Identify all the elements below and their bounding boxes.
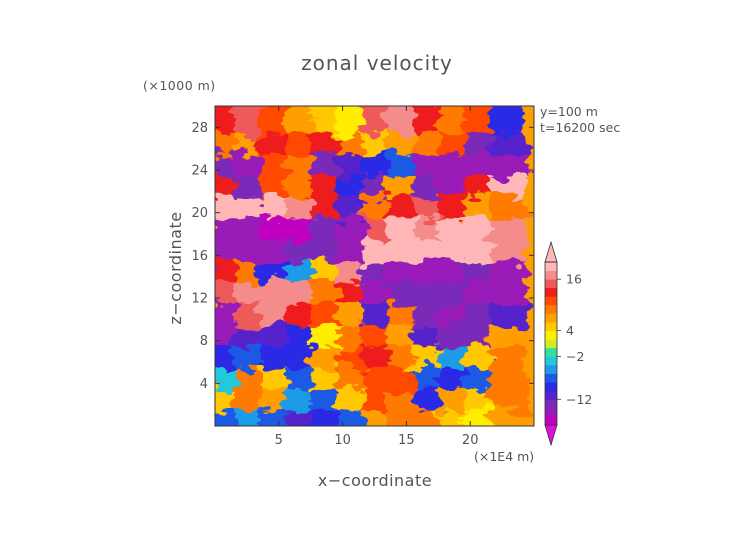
y-tick-label: 28	[191, 121, 208, 136]
colorbar-swatch	[545, 304, 557, 314]
heatmap-cell	[489, 106, 528, 134]
y-unit-label: (×1000 m)	[143, 78, 216, 93]
x-tick-label: 5	[275, 433, 283, 448]
y-tick-label: 24	[191, 164, 208, 179]
colorbar-swatch	[545, 347, 557, 357]
colorbar-swatch	[545, 339, 557, 349]
x-tick-label: 10	[334, 433, 351, 448]
x-axis-label: x−coordinate	[318, 471, 432, 490]
colorbar-swatch	[545, 373, 557, 383]
colorbar-tick-label: −2	[566, 349, 584, 364]
y-tick-label: 16	[191, 249, 208, 264]
colorbar-swatch	[545, 390, 557, 400]
colorbar-min-arrow	[544, 424, 558, 447]
y-tick-label: 20	[191, 206, 208, 221]
y-tick-label: 12	[191, 292, 208, 307]
x-tick-label: 20	[462, 433, 479, 448]
colorbar-tick-label: 4	[566, 323, 574, 338]
y-axis: 4 8 12 16 20 24 28	[191, 121, 534, 392]
colorbar-swatch	[545, 262, 557, 271]
chart-title: zonal velocity	[301, 51, 453, 75]
colorbar-swatch	[545, 322, 557, 332]
colorbar-swatch	[545, 356, 557, 366]
plot-area	[215, 106, 534, 426]
annotation-y: y=100 m	[540, 104, 598, 119]
annotation-t: t=16200 sec	[540, 120, 620, 135]
x-axis: 5 10 15 20	[275, 106, 479, 448]
colorbar-swatch	[545, 313, 557, 323]
colorbar-swatch	[545, 382, 557, 392]
colorbar-swatch	[545, 416, 557, 426]
y-axis-label: z−coordinate	[166, 211, 185, 324]
colorbar-frame	[544, 261, 558, 426]
colorbar-swatch	[545, 287, 557, 297]
colorbar-swatch	[545, 399, 557, 409]
y-tick-label: 8	[200, 334, 208, 349]
colorbar-swatch	[545, 330, 557, 340]
colorbar-tick-label: 16	[566, 272, 582, 287]
x-unit-label: (×1E4 m)	[474, 449, 534, 464]
colorbar-swatch	[545, 270, 557, 280]
colorbar-swatch	[545, 364, 557, 374]
colorbar-swatch	[545, 279, 557, 289]
colorbar-max-arrow	[544, 240, 558, 263]
x-tick-label: 15	[398, 433, 415, 448]
colorbar-swatch	[545, 407, 557, 417]
colorbar-swatch	[545, 296, 557, 306]
colorbar: 16 4 −2 −12	[544, 240, 592, 447]
colorbar-tick-label: −12	[566, 392, 592, 407]
plot-frame	[214, 105, 535, 427]
y-tick-label: 4	[200, 377, 208, 392]
